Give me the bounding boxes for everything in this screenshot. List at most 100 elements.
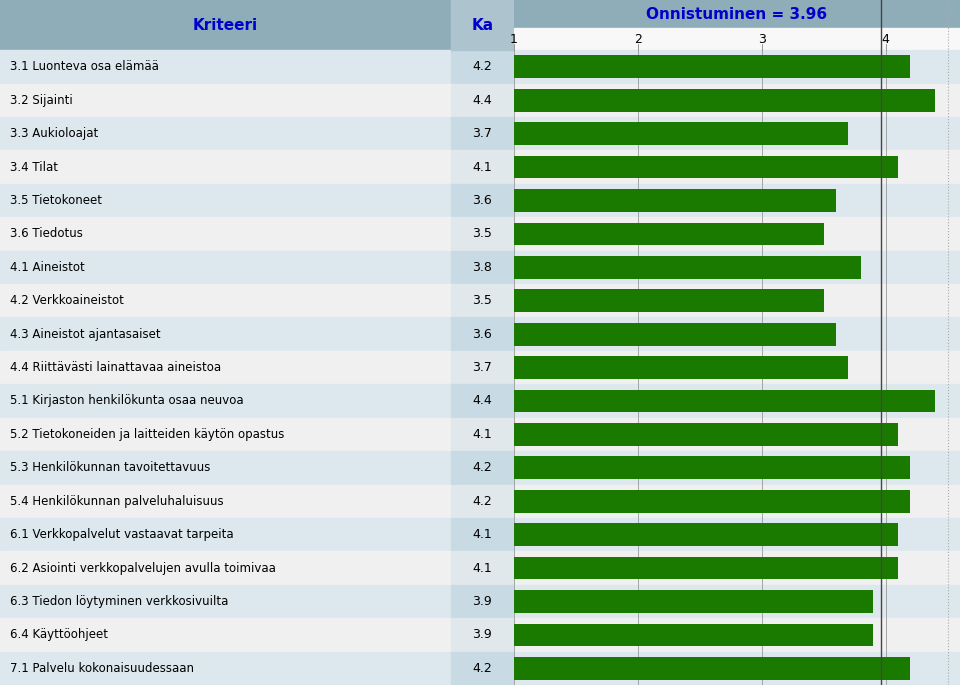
Text: 4.2: 4.2 [472, 461, 492, 474]
Text: 7.1 Palvelu kokonaisuudessaan: 7.1 Palvelu kokonaisuudessaan [11, 662, 194, 675]
Text: 4: 4 [881, 33, 890, 46]
Text: 3.1 Luonteva osa elämää: 3.1 Luonteva osa elämää [11, 60, 159, 73]
Bar [514, 590, 874, 613]
Text: Ka: Ka [471, 18, 493, 33]
Bar [514, 184, 960, 217]
Bar [514, 356, 849, 379]
Bar [451, 618, 514, 651]
Bar [514, 585, 960, 618]
Text: 1: 1 [510, 33, 517, 46]
Bar [0, 518, 451, 551]
Bar [0, 50, 451, 84]
Text: 6.4 Käyttöohjeet: 6.4 Käyttöohjeet [11, 628, 108, 641]
Bar [0, 117, 451, 151]
Bar [514, 657, 910, 680]
Bar [0, 418, 451, 451]
Bar [0, 317, 451, 351]
Bar [514, 518, 960, 551]
Bar [451, 551, 514, 585]
Text: 4.4 Riittävästi lainattavaa aineistoa: 4.4 Riittävästi lainattavaa aineistoa [11, 361, 222, 374]
Bar [514, 390, 935, 412]
Bar [514, 317, 960, 351]
Bar [0, 251, 451, 284]
Text: 3.5 Tietokoneet: 3.5 Tietokoneet [11, 194, 103, 207]
Bar [451, 151, 514, 184]
Bar [451, 284, 514, 317]
Bar [514, 557, 898, 580]
Text: 3.4 Tilat: 3.4 Tilat [11, 160, 59, 173]
Bar [514, 117, 960, 151]
Text: 4.1: 4.1 [472, 160, 492, 173]
Bar [451, 484, 514, 518]
Bar [451, 117, 514, 151]
Bar [514, 89, 935, 112]
Text: 3.5: 3.5 [472, 227, 492, 240]
Bar [514, 251, 960, 284]
Text: 5.4 Henkilökunnan palveluhaluisuus: 5.4 Henkilökunnan palveluhaluisuus [11, 495, 224, 508]
Text: 4.1: 4.1 [472, 428, 492, 441]
Bar [514, 551, 960, 585]
Bar [514, 0, 960, 28]
Bar [514, 123, 849, 145]
Bar [514, 323, 836, 345]
Bar [451, 585, 514, 618]
Bar [0, 484, 451, 518]
Bar [0, 551, 451, 585]
Bar [0, 217, 451, 251]
Text: 5.2 Tietokoneiden ja laitteiden käytön opastus: 5.2 Tietokoneiden ja laitteiden käytön o… [11, 428, 285, 441]
Bar [514, 28, 960, 50]
Bar [0, 0, 514, 50]
Text: 3.9: 3.9 [472, 628, 492, 641]
Bar [514, 451, 960, 484]
Bar [0, 84, 451, 117]
Bar [514, 256, 861, 279]
Bar [451, 384, 514, 418]
Bar [514, 151, 960, 184]
Bar [514, 84, 960, 117]
Bar [451, 84, 514, 117]
Bar [514, 490, 910, 512]
Bar [0, 284, 451, 317]
Text: Kriteeri: Kriteeri [193, 18, 258, 33]
Text: Onnistuminen = 3.96: Onnistuminen = 3.96 [646, 7, 828, 22]
Bar [514, 223, 824, 245]
Bar [451, 50, 514, 84]
Text: 4.4: 4.4 [472, 94, 492, 107]
Bar [0, 651, 451, 685]
Bar [0, 351, 451, 384]
Bar [514, 289, 824, 312]
Text: 4.4: 4.4 [472, 395, 492, 408]
Text: 4.2: 4.2 [472, 662, 492, 675]
Text: 4.2 Verkkoaineistot: 4.2 Verkkoaineistot [11, 295, 124, 308]
Text: 6.1 Verkkopalvelut vastaavat tarpeita: 6.1 Verkkopalvelut vastaavat tarpeita [11, 528, 234, 541]
Bar [514, 384, 960, 418]
Bar [451, 518, 514, 551]
Text: 4.3 Aineistot ajantasaiset: 4.3 Aineistot ajantasaiset [11, 327, 161, 340]
Bar [514, 351, 960, 384]
Bar [0, 451, 451, 484]
Bar [514, 217, 960, 251]
Text: 3.2 Sijainti: 3.2 Sijainti [11, 94, 73, 107]
Text: 4.1: 4.1 [472, 562, 492, 575]
Bar [514, 50, 960, 84]
Bar [451, 184, 514, 217]
Text: 6.2 Asiointi verkkopalvelujen avulla toimivaa: 6.2 Asiointi verkkopalvelujen avulla toi… [11, 562, 276, 575]
Bar [514, 623, 874, 646]
Bar [451, 217, 514, 251]
Bar [514, 484, 960, 518]
Bar [514, 618, 960, 651]
Text: 3.7: 3.7 [472, 361, 492, 374]
Text: 3.9: 3.9 [472, 595, 492, 608]
Text: 6.3 Tiedon löytyminen verkkosivuilta: 6.3 Tiedon löytyminen verkkosivuilta [11, 595, 228, 608]
Text: 3.6: 3.6 [472, 194, 492, 207]
Text: 4.2: 4.2 [472, 60, 492, 73]
Bar [451, 251, 514, 284]
Bar [0, 585, 451, 618]
Bar [451, 317, 514, 351]
Text: 3.5: 3.5 [472, 295, 492, 308]
Bar [514, 284, 960, 317]
Bar [451, 351, 514, 384]
Text: 3.7: 3.7 [472, 127, 492, 140]
Text: 3.8: 3.8 [472, 261, 492, 274]
Bar [451, 418, 514, 451]
